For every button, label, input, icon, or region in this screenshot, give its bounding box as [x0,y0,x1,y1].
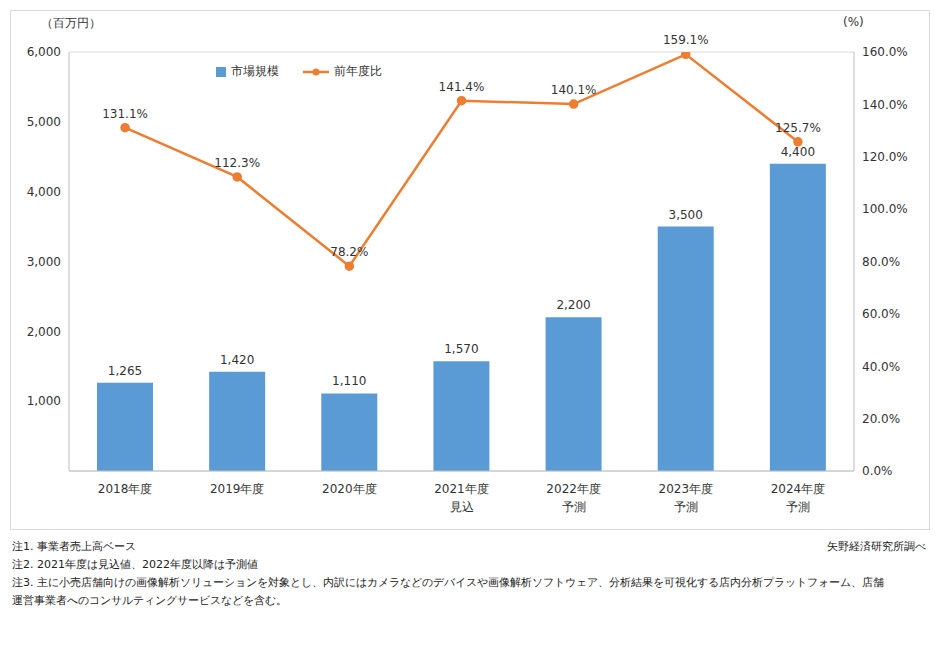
html-text:市場規模: 市場規模 [231,64,279,78]
svg-text:2018年度: 2018年度 [98,482,153,496]
svg-text:見込: 見込 [450,500,474,514]
html-text:注3. 主に小売店舗向けの画像解析ソリューションを対象とし、: 注3. 主に小売店舗向けの画像解析ソリューションを対象とし、内訳にはカメラなどの… [12,576,884,607]
svg-text:125.7%: 125.7% [775,121,821,135]
svg-text:100.0%: 100.0% [862,202,908,216]
svg-text:3,500: 3,500 [669,208,703,222]
svg-text:予測: 予測 [562,500,586,514]
svg-text:1,110: 1,110 [332,374,366,388]
svg-text:1,420: 1,420 [220,353,254,367]
svg-text:2020年度: 2020年度 [322,482,377,496]
svg-text:1,000: 1,000 [27,394,61,408]
svg-text:140.1%: 140.1% [551,83,597,97]
svg-text:160.0%: 160.0% [862,45,908,59]
svg-text:2022年度: 2022年度 [546,482,601,496]
svg-text:5,000: 5,000 [27,115,61,129]
svg-text:120.0%: 120.0% [862,150,908,164]
svg-text:2,000: 2,000 [27,325,61,339]
svg-text:4,000: 4,000 [27,185,61,199]
svg-text:2021年度: 2021年度 [434,482,489,496]
svg-text:60.0%: 60.0% [862,307,900,321]
html-text:矢野経済研究所調べ: 矢野経済研究所調べ [827,540,926,553]
svg-text:3,000: 3,000 [27,255,61,269]
html-text:注2. 2021年度は見込値、2022年度以降は予測値: 注2. 2021年度は見込値、2022年度以降は予測値 [12,558,258,571]
svg-text:4,400: 4,400 [781,145,815,159]
svg-text:1,265: 1,265 [108,364,142,378]
svg-text:2023年度: 2023年度 [659,482,714,496]
html-text:（百万円）: （百万円） [41,16,101,30]
svg-text:6,000: 6,000 [27,45,61,59]
svg-text:0.0%: 0.0% [862,464,893,478]
svg-text:78.2%: 78.2% [330,245,368,259]
html-text:注1. 事業者売上高ベース: 注1. 事業者売上高ベース [12,540,136,553]
svg-text:20.0%: 20.0% [862,412,900,426]
svg-text:2019年度: 2019年度 [210,482,265,496]
svg-text:予測: 予測 [674,500,698,514]
svg-text:40.0%: 40.0% [862,360,900,374]
svg-text:2,200: 2,200 [556,298,590,312]
html-text:前年度比: 前年度比 [334,64,382,78]
svg-text:1,570: 1,570 [444,342,478,356]
svg-text:予測: 予測 [786,500,810,514]
svg-text:112.3%: 112.3% [214,156,260,170]
svg-text:131.1%: 131.1% [102,107,148,121]
svg-text:2024年度: 2024年度 [771,482,826,496]
svg-text:141.4%: 141.4% [439,80,485,94]
svg-text:140.0%: 140.0% [862,98,908,112]
svg-text:80.0%: 80.0% [862,255,900,269]
svg-text:159.1%: 159.1% [663,33,709,47]
